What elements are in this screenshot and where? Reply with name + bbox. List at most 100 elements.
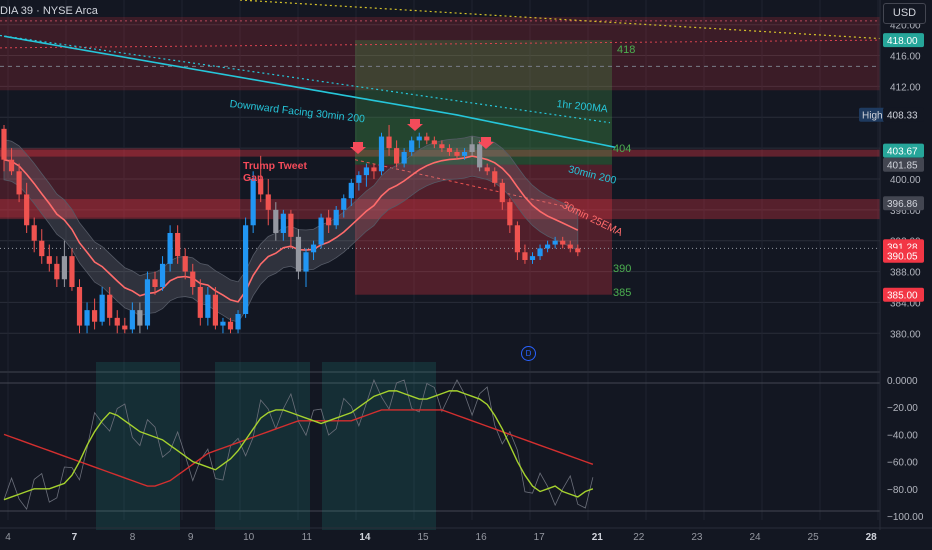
price-tick-label: 388.00 xyxy=(890,268,921,279)
candle[interactable] xyxy=(363,167,369,176)
candle[interactable] xyxy=(394,148,400,164)
candle[interactable] xyxy=(8,159,15,172)
candle[interactable] xyxy=(144,279,151,326)
candle[interactable] xyxy=(303,252,309,272)
candle[interactable] xyxy=(197,286,203,318)
candle[interactable] xyxy=(378,136,385,172)
candle[interactable] xyxy=(227,321,234,330)
candle[interactable] xyxy=(152,279,158,287)
candle[interactable] xyxy=(273,209,279,233)
candle[interactable] xyxy=(16,171,22,195)
candle[interactable] xyxy=(167,232,173,264)
price-axis-bg xyxy=(880,0,932,550)
candle[interactable] xyxy=(24,194,30,226)
price-badge xyxy=(883,157,924,172)
candle[interactable] xyxy=(492,171,498,183)
candle[interactable] xyxy=(243,225,249,314)
candle[interactable] xyxy=(159,263,166,287)
candle[interactable] xyxy=(514,225,520,253)
price-badge-text: 418.00 xyxy=(887,36,918,47)
candle[interactable] xyxy=(137,310,143,326)
candle[interactable] xyxy=(1,128,7,160)
candle[interactable] xyxy=(401,151,407,164)
candle[interactable] xyxy=(258,178,264,195)
candle[interactable] xyxy=(529,256,536,260)
time-axis-label: 15 xyxy=(417,532,429,543)
candle[interactable] xyxy=(356,175,362,183)
candle[interactable] xyxy=(537,248,543,257)
candle[interactable] xyxy=(99,294,105,322)
price-tick-label: 400.00 xyxy=(890,175,921,186)
candle[interactable] xyxy=(310,244,317,253)
candle[interactable] xyxy=(76,286,83,326)
candle[interactable] xyxy=(386,136,392,149)
tweet-line-1: Trump Tweet xyxy=(243,160,307,172)
candle[interactable] xyxy=(31,225,37,241)
candle[interactable] xyxy=(567,244,573,249)
candle[interactable] xyxy=(560,240,566,245)
candle[interactable] xyxy=(552,240,558,245)
candle[interactable] xyxy=(461,151,468,156)
candle[interactable] xyxy=(54,263,60,280)
candle[interactable] xyxy=(205,294,211,318)
candle[interactable] xyxy=(69,256,75,287)
candle[interactable] xyxy=(446,148,453,152)
chart-legend-header[interactable]: DIA 39 · NYSE Arca xyxy=(0,5,98,17)
candle[interactable] xyxy=(545,244,551,249)
candle[interactable] xyxy=(235,313,241,330)
candle[interactable] xyxy=(499,182,505,203)
candle[interactable] xyxy=(318,217,324,245)
osc-tick-label: −80.00 xyxy=(887,485,918,496)
candle[interactable] xyxy=(522,252,528,260)
candle[interactable] xyxy=(326,217,332,226)
candle[interactable] xyxy=(182,256,188,272)
tweet-line-2: Gap xyxy=(243,172,264,184)
candle[interactable] xyxy=(477,144,483,168)
price-tick-label: 412.00 xyxy=(890,82,921,93)
candle[interactable] xyxy=(431,140,437,145)
resistance-band-2 xyxy=(0,199,880,220)
dotted-trendline-yellow xyxy=(239,0,881,40)
candle[interactable] xyxy=(454,151,460,156)
candle[interactable] xyxy=(280,213,286,233)
candle[interactable] xyxy=(484,167,490,172)
time-axis-label: 11 xyxy=(302,532,313,543)
candle[interactable] xyxy=(507,202,513,226)
candle[interactable] xyxy=(61,256,67,280)
candle[interactable] xyxy=(295,236,302,272)
osc-tick-label: −40.00 xyxy=(887,430,918,441)
price-badge-text: 385.00 xyxy=(887,291,918,302)
candle[interactable] xyxy=(175,232,181,257)
candle[interactable] xyxy=(250,178,256,226)
candle[interactable] xyxy=(469,144,475,152)
candle[interactable] xyxy=(409,140,415,152)
candle[interactable] xyxy=(190,271,196,287)
down-arrow-icon xyxy=(350,142,366,154)
candle[interactable] xyxy=(288,213,294,237)
candle[interactable] xyxy=(439,144,445,149)
candle[interactable] xyxy=(341,198,347,210)
candle[interactable] xyxy=(122,325,128,330)
candle[interactable] xyxy=(220,321,226,326)
candle[interactable] xyxy=(46,256,52,264)
candle[interactable] xyxy=(107,294,113,318)
candle[interactable] xyxy=(212,294,218,326)
candle[interactable] xyxy=(333,209,339,226)
candle[interactable] xyxy=(416,136,422,141)
currency-button[interactable]: USD xyxy=(883,3,926,24)
candle[interactable] xyxy=(129,310,135,330)
candle[interactable] xyxy=(424,136,430,141)
candle[interactable] xyxy=(265,194,271,210)
candle[interactable] xyxy=(348,182,354,199)
candle[interactable] xyxy=(371,167,377,172)
candle[interactable] xyxy=(92,310,98,322)
candle[interactable] xyxy=(39,240,45,257)
resistance-band xyxy=(0,149,880,157)
candle[interactable] xyxy=(575,248,581,253)
candle[interactable] xyxy=(114,317,120,326)
candle[interactable] xyxy=(84,310,90,326)
time-axis-label: 9 xyxy=(188,532,194,543)
osc-tick-label: −100.00 xyxy=(887,512,924,523)
dividend-marker-icon[interactable]: D xyxy=(521,346,536,361)
